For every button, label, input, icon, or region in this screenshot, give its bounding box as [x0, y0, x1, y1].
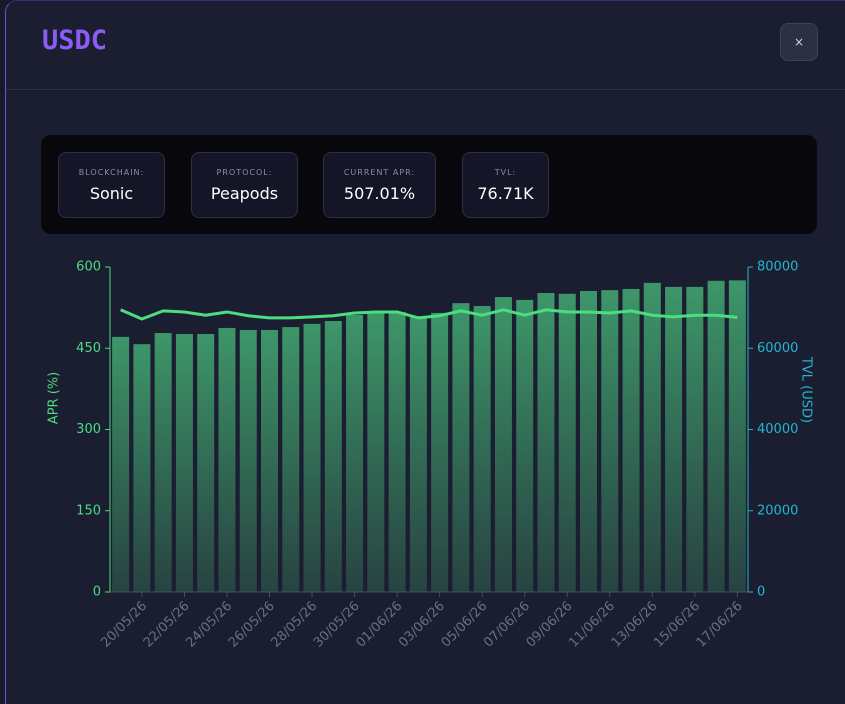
bar	[686, 286, 704, 592]
info-label: BLOCKCHAIN:	[78, 168, 145, 177]
bar	[494, 297, 512, 592]
bar	[537, 293, 555, 592]
info-card: CURRENT APR: 507.01%	[323, 152, 436, 218]
info-value: 76.71K	[477, 184, 534, 203]
bar	[601, 290, 619, 592]
bar	[452, 303, 470, 592]
info-value: 507.01%	[343, 184, 416, 203]
bar	[665, 286, 683, 592]
info-label: CURRENT APR:	[343, 168, 416, 177]
y2-tick-label: 80000	[757, 260, 798, 275]
y2-tick-label: 40000	[757, 422, 798, 437]
bar	[367, 312, 385, 592]
y-tick-label: 300	[76, 422, 101, 437]
y2-axis-label: TVL (USD)	[799, 356, 814, 423]
apr-line	[120, 308, 738, 321]
info-label: TVL:	[494, 168, 517, 177]
bar	[558, 293, 576, 592]
info-card: BLOCKCHAIN: Sonic	[58, 152, 165, 218]
bar	[346, 314, 364, 592]
info-value: Sonic	[89, 184, 134, 203]
bar	[516, 299, 534, 592]
bar	[409, 316, 427, 592]
bar	[324, 321, 342, 592]
bar	[473, 306, 491, 592]
title: USDC	[42, 25, 108, 56]
bar	[728, 280, 746, 592]
y-axis-label: APR (%)	[47, 372, 62, 424]
bar	[112, 336, 130, 592]
bar	[133, 344, 151, 592]
bar	[431, 312, 449, 592]
info-card: TVL: 76.71K	[462, 152, 549, 218]
x-tick-label: 17/06/26	[694, 599, 746, 651]
bar	[239, 329, 257, 592]
y-tick-label: 0	[93, 585, 101, 600]
info-card: PROTOCOL: Peapods	[191, 152, 298, 218]
header: USDC ×	[6, 1, 845, 90]
y2-tick-label: 20000	[757, 503, 798, 518]
y2-tick-label: 0	[757, 585, 765, 600]
bar	[643, 282, 661, 592]
bar	[197, 334, 215, 592]
info-value: Peapods	[210, 184, 279, 203]
info-panel: BLOCKCHAIN: Sonic PROTOCOL: Peapods CURREN…	[41, 135, 817, 234]
info-label: PROTOCOL:	[216, 168, 273, 177]
bar	[154, 333, 172, 592]
bar	[282, 327, 300, 592]
y-tick-label: 150	[76, 503, 101, 518]
bar	[579, 290, 598, 592]
bar	[622, 288, 640, 592]
bar	[175, 334, 193, 592]
y2-tick-label: 60000	[757, 341, 798, 356]
y-tick-label: 450	[76, 341, 101, 356]
bar	[388, 312, 406, 592]
bar	[707, 280, 725, 592]
bar	[218, 327, 236, 592]
close-button[interactable]: ×	[780, 23, 818, 61]
bar	[303, 323, 321, 592]
y-tick-label: 600	[76, 260, 101, 275]
bar	[260, 329, 279, 592]
